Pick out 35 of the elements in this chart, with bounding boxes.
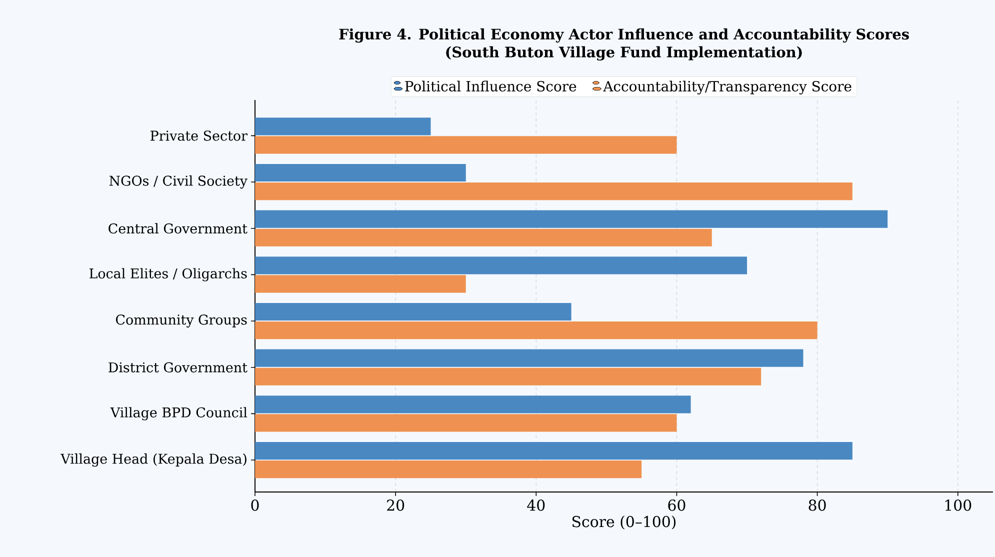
bar [255, 275, 466, 293]
bar [255, 210, 888, 228]
chart-subtitle: (South Buton Village Fund Implementation) [446, 46, 802, 61]
bar [255, 349, 804, 367]
bar [255, 414, 677, 432]
x-tick-label: 20 [387, 500, 404, 511]
bar [255, 136, 677, 154]
y-tick-label: Private Sector [150, 130, 248, 141]
x-axis-title: Score (0–100) [572, 516, 676, 530]
bar [255, 302, 572, 321]
x-tick-label: 60 [668, 500, 686, 511]
y-tick-label: District Government [108, 362, 248, 372]
bar [255, 396, 691, 414]
bar [255, 368, 762, 386]
bar [255, 460, 642, 478]
x-tick-label: 100 [945, 500, 972, 511]
legend-label: Accountability/Transparency Score [603, 80, 852, 94]
bar [255, 321, 818, 340]
bar [255, 164, 466, 182]
legend-label: Political Influence Score [405, 80, 576, 92]
y-tick-label: NGOs / Civil Society [109, 175, 248, 189]
x-tick-label: 40 [527, 500, 545, 511]
y-tick-label: Community Groups [116, 314, 247, 328]
y-tick-label: Central Government [108, 223, 248, 234]
bar [255, 228, 712, 246]
bar [255, 182, 852, 200]
bar [255, 256, 748, 274]
chart-title: Figure 4. Political Economy Actor Influence and Accountability Scores [339, 28, 909, 43]
x-tick-label: 0 [251, 500, 259, 511]
y-tick-label: Local Elites / Oligarchs [90, 268, 247, 282]
x-tick-label: 80 [808, 500, 826, 511]
bar [255, 442, 852, 460]
bar [255, 118, 431, 136]
y-tick-label: Village Head (Kepala Desa) [60, 453, 246, 467]
y-tick-label: Village BPD Council [110, 407, 248, 420]
